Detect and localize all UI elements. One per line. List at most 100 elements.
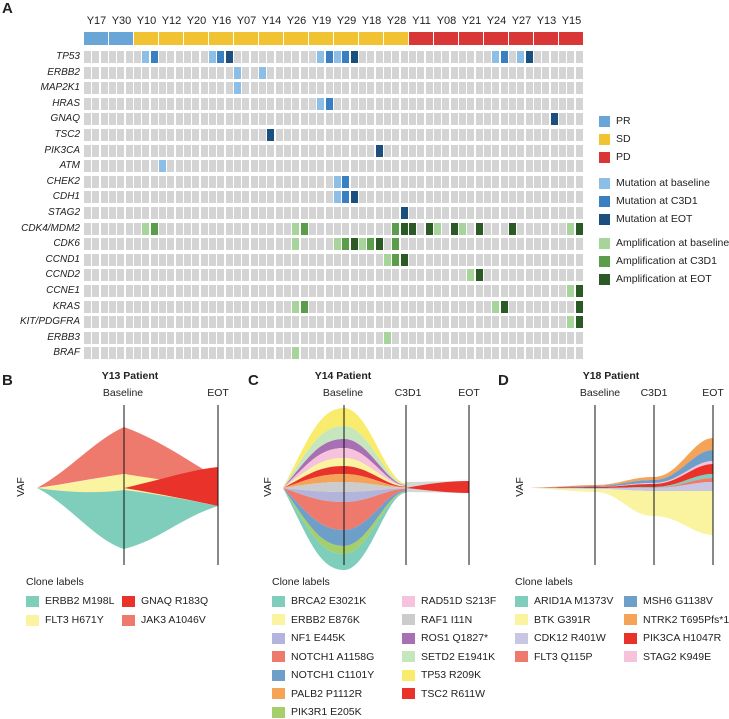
cell (184, 191, 191, 204)
cell (259, 285, 266, 297)
cell (184, 129, 191, 141)
patient-label: Y16 (211, 15, 232, 27)
panel-d-label: D (498, 372, 509, 389)
cell (392, 191, 400, 204)
cell (84, 316, 91, 329)
cell (367, 66, 375, 79)
cell (209, 207, 216, 219)
cell (134, 347, 141, 360)
cell (234, 347, 241, 360)
clone-cdk12 (530, 482, 713, 491)
cell (367, 51, 375, 63)
cell (200, 316, 208, 329)
cell (442, 316, 450, 329)
cell (200, 175, 208, 188)
alteration-cell (575, 300, 583, 313)
cell (275, 191, 283, 204)
alteration-cell (292, 347, 300, 360)
legend-swatch (599, 177, 610, 189)
cell (142, 331, 150, 344)
alteration-cell (575, 316, 583, 329)
cell (309, 269, 316, 282)
cell (517, 207, 525, 219)
cell (275, 222, 283, 235)
cell (434, 285, 441, 297)
cell (392, 51, 400, 63)
cell (384, 175, 391, 188)
cell (450, 191, 458, 204)
cell (517, 191, 525, 204)
cell (225, 253, 233, 266)
cell (167, 285, 175, 297)
cell (334, 347, 341, 360)
cell (542, 300, 550, 313)
cell (217, 175, 225, 188)
cell (492, 66, 500, 79)
cell (525, 269, 533, 282)
legend-label: PD (616, 151, 631, 163)
cell (167, 207, 175, 219)
cell (509, 160, 516, 173)
cell (167, 129, 175, 141)
alteration-cell (159, 160, 166, 173)
cell (467, 97, 475, 110)
cell (284, 97, 291, 110)
cell (184, 285, 191, 297)
cell (175, 222, 183, 235)
cell (200, 207, 208, 219)
alteration-cell (234, 82, 241, 95)
cell (534, 113, 541, 126)
cell (84, 191, 91, 204)
cell (234, 51, 241, 63)
cell (100, 269, 108, 282)
cell (184, 144, 191, 157)
cell (475, 207, 483, 219)
alteration-cell (492, 300, 500, 313)
cell (134, 66, 141, 79)
cell (575, 331, 583, 344)
cell (459, 129, 466, 141)
cell (450, 316, 458, 329)
cell (342, 285, 350, 297)
cell (242, 253, 250, 266)
cell (567, 191, 575, 204)
legend-swatch (599, 151, 610, 163)
cell (275, 175, 283, 188)
cell (334, 66, 341, 79)
cell (325, 175, 333, 188)
clone-gnaq (124, 467, 218, 506)
cell (425, 144, 433, 157)
cell (342, 66, 350, 79)
cell (284, 144, 291, 157)
cell (300, 269, 308, 282)
cell (500, 66, 508, 79)
cell (175, 144, 183, 157)
cell (167, 144, 175, 157)
cell (217, 113, 225, 126)
alteration-cell (475, 222, 483, 235)
cell (500, 238, 508, 251)
cell (567, 129, 575, 141)
cell (217, 129, 225, 141)
cell (442, 160, 450, 173)
cell (309, 175, 316, 188)
cell (175, 269, 183, 282)
cell (342, 207, 350, 219)
cell (200, 300, 208, 313)
cell (242, 160, 250, 173)
clone-legend-item: NTRK2 T695Pfs*12 (624, 614, 729, 627)
cell (117, 97, 125, 110)
cell (317, 300, 325, 313)
alteration-cell (384, 331, 391, 344)
cell (500, 253, 508, 266)
cell (234, 129, 241, 141)
cell (409, 331, 416, 344)
cell (134, 97, 141, 110)
patient-label: Y17 (86, 15, 107, 27)
cell (184, 175, 191, 188)
cell (367, 300, 375, 313)
clone-jak3 (37, 427, 218, 488)
clone-legend-item: PIK3CA H1047R (624, 632, 721, 645)
cell (150, 285, 158, 297)
